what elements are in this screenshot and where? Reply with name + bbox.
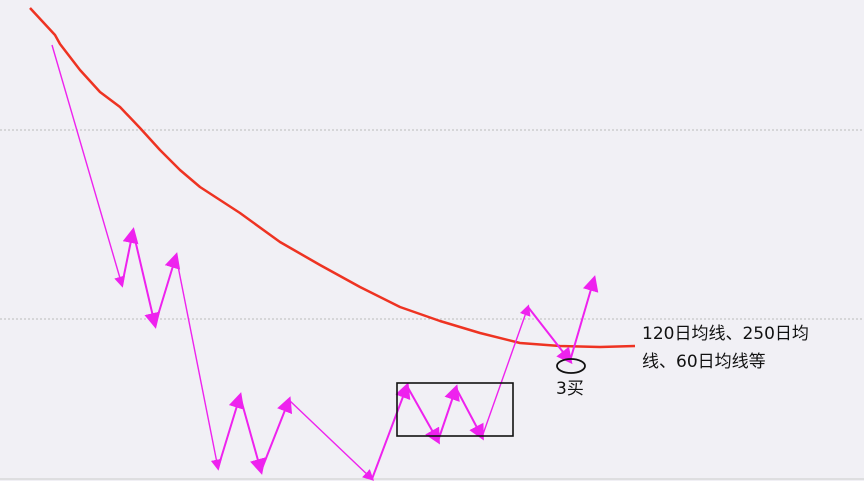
zigzag-segment [260,396,293,472]
moving-average-note-line1: 120日均线、250日均 [642,324,809,344]
moving-average-note-line2: 线、60日均线等 [642,352,766,372]
zigzag-segment [288,399,375,481]
zigzag-segment [132,230,161,329]
zigzag-segment [239,395,266,475]
zigzag-segment [175,255,222,471]
moving-average-series [29,7,636,349]
moving-average-line [29,7,636,349]
zigzag-segment [437,384,460,442]
buy-point-marker [556,358,586,374]
zigzag-series [51,44,599,481]
zigzag-segment [527,306,573,365]
zigzag-segment [371,382,411,480]
zigzag-segment [481,304,531,438]
zigzag-segment [569,275,599,362]
zigzag-segment [121,227,139,286]
zigzag-segment [51,44,126,288]
zigzag-segment [406,385,440,445]
zigzag-segment [154,252,181,326]
consolidation-box [396,382,514,437]
zigzag-segment [217,392,245,469]
zigzag-segment [455,387,484,441]
buy-point-label: 3买 [556,379,584,399]
